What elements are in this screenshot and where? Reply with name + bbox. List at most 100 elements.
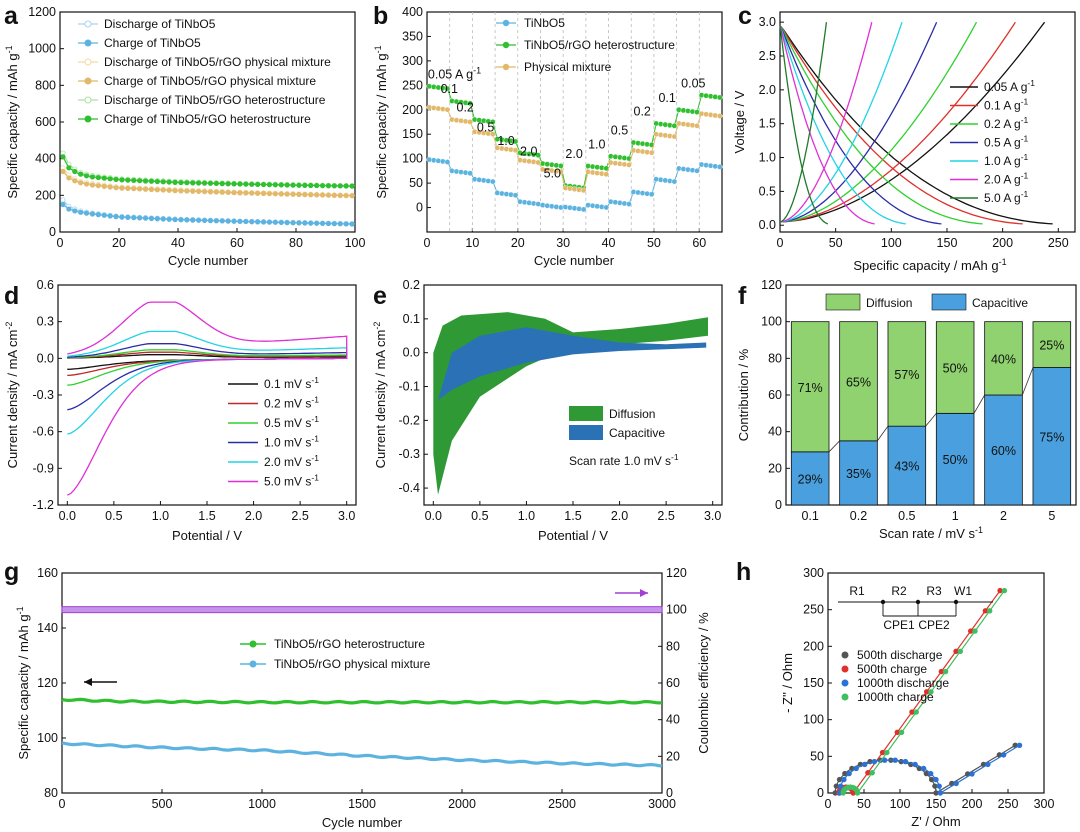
data-point — [902, 758, 909, 765]
legend-label: 0.5 A g-1 — [984, 134, 1029, 150]
data-point — [331, 192, 337, 198]
data-label-diffusion: 25% — [1039, 339, 1064, 353]
data-point — [920, 765, 927, 772]
y-tick-label: 2.5 — [759, 49, 776, 63]
data-point — [898, 729, 905, 735]
y-tick-label: 80 — [44, 786, 58, 800]
data-label-capacitive: 29% — [798, 472, 823, 486]
data-point — [325, 220, 332, 227]
data-point — [716, 164, 723, 170]
data-point — [349, 193, 355, 199]
panel-h: h 0 50 100 150 200 250 300 0 50 100 150 200 250 300 5… — [736, 558, 1054, 829]
panel-g-plot-frame — [61, 572, 663, 794]
panel-h-xlabel: Z' / Ohm — [911, 814, 960, 829]
panel-c: c 0 50 100 150 200 250 0.0 0.5 1.0 1.5 2.0 2.5 3.0 0… — [732, 2, 1076, 273]
panel-h-ticks: 0 50 100 150 200 250 300 0 50 100 150 200 250 300 — [803, 566, 1054, 811]
panel-g-ylabel: Specific capacity / mAh g-1 — [15, 606, 31, 759]
panel-b-ylabel: Specific capacity / mAh g-1 — [373, 45, 389, 198]
data-point — [166, 179, 172, 185]
data-point — [278, 191, 284, 197]
data-point — [337, 192, 343, 199]
data-point — [243, 190, 249, 196]
data-point — [862, 761, 868, 768]
data-point — [255, 190, 261, 196]
data-point — [207, 180, 214, 186]
legend-swatch — [931, 293, 967, 311]
circuit-node — [880, 599, 886, 605]
y2-tick-label: 20 — [666, 749, 680, 763]
data-point — [72, 208, 78, 214]
data-point — [196, 188, 202, 195]
legend-swatch-marker — [841, 679, 849, 687]
x-tick-label: 50 — [647, 236, 661, 250]
x-tick-label: 2.0 — [611, 509, 628, 523]
panel-e-xlabel: Potential / V — [538, 528, 608, 543]
data-point — [349, 183, 355, 189]
data-point — [243, 218, 249, 225]
y-tick-label: 50 — [409, 176, 423, 190]
x-tick-label: 150 — [937, 236, 958, 250]
y-tick-label: 0.2 — [403, 278, 420, 292]
data-point — [95, 174, 101, 181]
data-point — [490, 131, 496, 137]
data-point — [932, 783, 938, 789]
data-point — [260, 181, 267, 188]
data-point — [846, 770, 852, 777]
y-tick-label: -0.9 — [32, 461, 54, 475]
y2-tick-label: 0 — [666, 786, 673, 800]
y-tick-label: 250 — [402, 78, 423, 92]
nyquist-line-2 — [838, 744, 1020, 795]
data-point — [137, 178, 143, 184]
data-point — [938, 668, 945, 675]
bar-capacitive — [1032, 367, 1072, 506]
data-point — [626, 201, 632, 207]
y-tick-label: 0.3 — [37, 315, 54, 329]
panel-c-ticks: 0 50 100 150 200 250 0.0 0.5 1.0 1.5 2.0 2.5 3.0 — [759, 15, 1069, 250]
y-tick-label: 20 — [768, 461, 782, 475]
data-point — [119, 177, 125, 183]
data-point — [933, 790, 939, 796]
data-point — [933, 776, 939, 783]
capacity-series-0 — [61, 697, 663, 705]
x-tick-label: 3000 — [648, 797, 676, 811]
data-point — [125, 177, 131, 183]
data-point — [913, 709, 919, 715]
panel-e-ticks: 0.0 0.5 1.0 1.5 2.0 2.5 3.0 -0.4 -0.3 -0.2 -0.1 0.0… — [398, 278, 721, 523]
panel-d-xlabel: Potential / V — [172, 528, 242, 543]
left-axis-arrow-head — [84, 678, 92, 686]
panel-f-bars: 29% 71% 35% 65% 43% 57% 50% 50% 60% 40% 75% 25% — [790, 321, 1072, 506]
data-point — [284, 220, 290, 226]
bar-capacitive — [984, 394, 1023, 506]
panel-f-ylabel: Contribution / % — [736, 348, 751, 441]
data-point — [66, 175, 72, 181]
data-point — [184, 188, 190, 194]
data-point — [290, 191, 296, 197]
data-point — [290, 220, 296, 226]
data-point — [89, 211, 96, 217]
data-point — [580, 187, 587, 194]
y-tick-label: 400 — [402, 5, 423, 19]
y-tick-label: 1.0 — [759, 151, 776, 165]
data-point — [881, 757, 888, 763]
legend-label: Discharge of TiNbO5 — [104, 17, 216, 31]
legend-label: TiNbO5 — [524, 16, 565, 30]
data-point — [879, 749, 886, 756]
data-point — [166, 187, 172, 193]
data-point — [671, 133, 678, 140]
data-point — [290, 182, 296, 188]
data-point — [314, 220, 320, 226]
legend-label: Charge of TiNbO5/rGO physical mixture — [104, 74, 316, 88]
data-point — [325, 183, 332, 189]
y-tick-label: 800 — [35, 78, 56, 92]
y-tick-label: 3.0 — [759, 15, 776, 29]
data-point — [131, 215, 137, 221]
data-point — [154, 216, 160, 222]
circuit-label: R3 — [926, 584, 942, 598]
discharge-curve-4 — [779, 25, 906, 225]
data-point — [972, 628, 978, 634]
data-point — [467, 100, 473, 107]
data-point — [296, 220, 302, 226]
legend-swatch — [825, 293, 861, 311]
panel-c-ylabel: Voltage / V — [732, 90, 747, 153]
data-point — [272, 219, 278, 225]
